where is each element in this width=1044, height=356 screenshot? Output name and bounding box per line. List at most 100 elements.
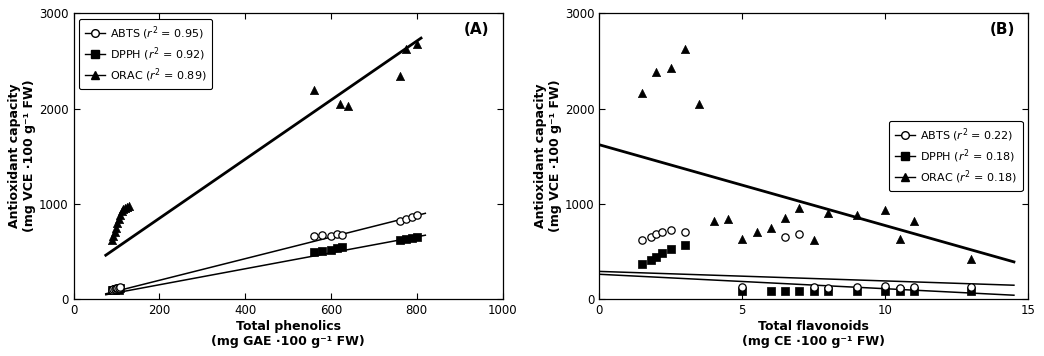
Point: [849, 284, 865, 289]
Point: [408, 41, 425, 47]
Legend: ABTS ($r^2$ = 0.22), DPPH ($r^2$ = 0.18), ORAC ($r^2$ = 0.18): ABTS ($r^2$ = 0.22), DPPH ($r^2$ = 0.18)…: [889, 121, 1023, 192]
Point: [112, 284, 128, 290]
Point: [634, 261, 650, 267]
Point: [642, 234, 659, 240]
Point: [314, 248, 331, 254]
Point: [777, 234, 793, 240]
Point: [103, 288, 120, 293]
Point: [329, 245, 346, 251]
Point: [392, 218, 408, 224]
Point: [663, 246, 680, 251]
Point: [398, 46, 414, 51]
Point: [820, 210, 836, 216]
Point: [791, 205, 808, 210]
Point: [108, 285, 124, 291]
Point: [849, 289, 865, 294]
Point: [706, 218, 722, 224]
Point: [648, 254, 665, 260]
Point: [392, 73, 408, 79]
Point: [115, 206, 132, 211]
Point: [111, 216, 127, 222]
Point: [677, 46, 693, 51]
Point: [877, 207, 894, 213]
Point: [331, 101, 348, 107]
Legend: ABTS ($r^2$ = 0.95), DPPH ($r^2$ = 0.92), ORAC ($r^2$ = 0.89): ABTS ($r^2$ = 0.95), DPPH ($r^2$ = 0.92)…: [79, 19, 212, 89]
Point: [329, 231, 346, 237]
Point: [323, 248, 339, 253]
Point: [734, 284, 751, 289]
Point: [398, 236, 414, 242]
Point: [106, 230, 123, 235]
Point: [117, 205, 134, 210]
Point: [306, 233, 323, 239]
Point: [642, 257, 659, 263]
Text: (B): (B): [990, 22, 1016, 37]
Point: [805, 284, 822, 289]
Point: [820, 289, 836, 294]
Point: [654, 230, 670, 235]
Point: [408, 213, 425, 218]
Point: [734, 289, 751, 294]
Point: [112, 213, 128, 218]
Point: [849, 213, 865, 218]
Point: [892, 285, 908, 290]
Point: [963, 256, 979, 262]
Point: [103, 237, 120, 243]
Point: [333, 232, 350, 237]
Point: [820, 285, 836, 290]
Point: [691, 101, 708, 107]
Text: (A): (A): [465, 22, 490, 37]
Point: [634, 237, 650, 243]
Point: [905, 289, 922, 294]
Point: [805, 237, 822, 243]
Point: [121, 203, 138, 209]
Point: [404, 214, 421, 220]
Point: [105, 286, 122, 292]
Y-axis label: Antioxidant capacity
(mg VCE ·100 g⁻¹ FW): Antioxidant capacity (mg VCE ·100 g⁻¹ FW…: [8, 80, 37, 232]
Point: [105, 233, 122, 239]
Point: [114, 209, 130, 214]
Point: [777, 289, 793, 294]
Point: [777, 215, 793, 221]
Point: [404, 235, 421, 240]
Point: [677, 230, 693, 235]
Point: [398, 216, 414, 222]
Point: [108, 225, 124, 230]
Point: [762, 225, 779, 230]
Point: [648, 231, 665, 237]
Point: [663, 65, 680, 70]
Point: [663, 227, 680, 233]
Point: [119, 204, 136, 209]
Point: [905, 218, 922, 224]
Point: [749, 230, 765, 235]
Point: [892, 236, 908, 242]
Point: [106, 286, 123, 292]
Point: [109, 220, 125, 226]
Point: [306, 250, 323, 255]
Point: [103, 287, 120, 292]
Point: [392, 237, 408, 243]
X-axis label: Total flavonoids
(mg CE ·100 g⁻¹ FW): Total flavonoids (mg CE ·100 g⁻¹ FW): [742, 320, 885, 348]
Point: [963, 289, 979, 294]
Point: [112, 285, 128, 291]
X-axis label: Total phenolics
(mg GAE ·100 g⁻¹ FW): Total phenolics (mg GAE ·100 g⁻¹ FW): [211, 320, 365, 348]
Point: [905, 284, 922, 289]
Point: [719, 216, 736, 222]
Point: [892, 289, 908, 294]
Point: [408, 234, 425, 240]
Point: [108, 286, 124, 292]
Point: [734, 236, 751, 242]
Point: [109, 286, 125, 292]
Point: [634, 90, 650, 96]
Point: [339, 103, 356, 109]
Point: [677, 242, 693, 247]
Point: [805, 289, 822, 294]
Point: [109, 285, 125, 290]
Point: [106, 287, 123, 292]
Point: [654, 251, 670, 256]
Point: [306, 88, 323, 93]
Point: [648, 69, 665, 75]
Y-axis label: Antioxidant capacity
(mg VCE ·100 g⁻¹ FW): Antioxidant capacity (mg VCE ·100 g⁻¹ FW…: [535, 80, 562, 232]
Point: [877, 289, 894, 294]
Point: [111, 287, 127, 292]
